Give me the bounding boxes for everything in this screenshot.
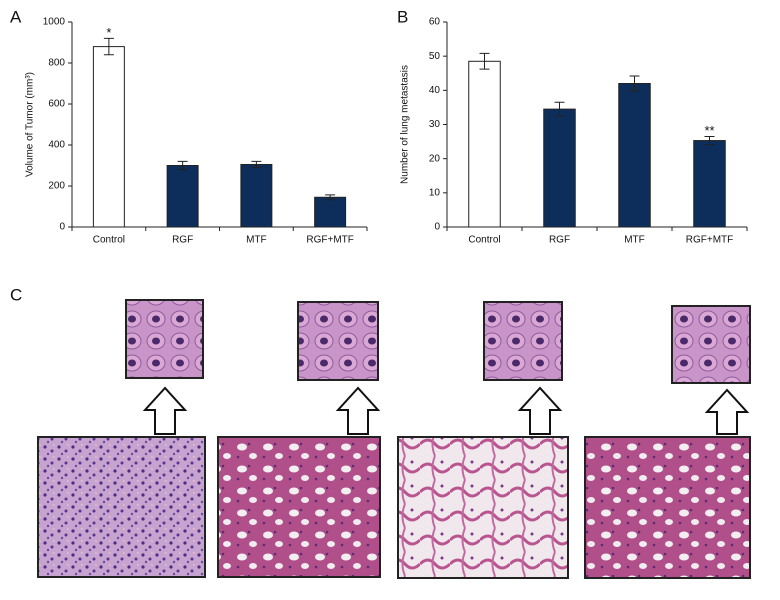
y-tick-label: 40 [429,85,441,96]
panel-label: A [10,7,22,26]
error-bar [554,101,565,117]
error-bar [704,135,715,146]
annotation: * [106,25,111,40]
y-tick-label: 800 [48,58,65,69]
bar [543,108,576,228]
y-tick-label: 1000 [43,17,66,28]
annotation: ** [704,123,714,138]
bar [314,196,347,228]
x-tick-label: RGF+MTF [306,235,354,246]
x-tick-label: RGF+MTF [686,235,734,246]
x-tick-label: RGF [172,235,193,246]
x-tick-label: MTF [246,235,267,246]
histology-images [37,299,751,579]
y-axis-label: Number of lung metastasis [400,65,411,184]
y-tick-label: 0 [59,222,65,233]
y-tick-label: 0 [434,222,440,233]
y-tick-label: 60 [429,17,441,28]
y-tick-label: 50 [429,51,441,62]
y-tick-label: 20 [429,153,441,164]
bar [166,165,199,228]
error-bar [325,194,336,201]
panel-label: B [397,7,408,26]
error-bar [177,160,188,171]
x-tick-label: MTF [624,235,645,246]
error-bar [103,37,114,56]
y-tick-label: 200 [48,181,65,192]
panel-label: C [10,285,22,304]
bar [240,163,273,228]
error-bar [251,160,262,169]
bar [618,83,651,228]
y-axis-label: Volume of Tumor (mm³) [25,72,36,177]
x-tick-label: RGF [549,235,570,246]
x-tick-label: Control [93,235,125,246]
y-tick-label: 30 [429,119,441,130]
x-tick-label: Control [468,235,500,246]
error-bar [479,52,490,70]
y-tick-label: 10 [429,187,441,198]
bar [693,140,726,228]
y-tick-label: 400 [48,140,65,151]
error-bar [629,75,640,92]
bar [468,60,501,228]
y-tick-label: 600 [48,99,65,110]
bar [92,46,125,228]
